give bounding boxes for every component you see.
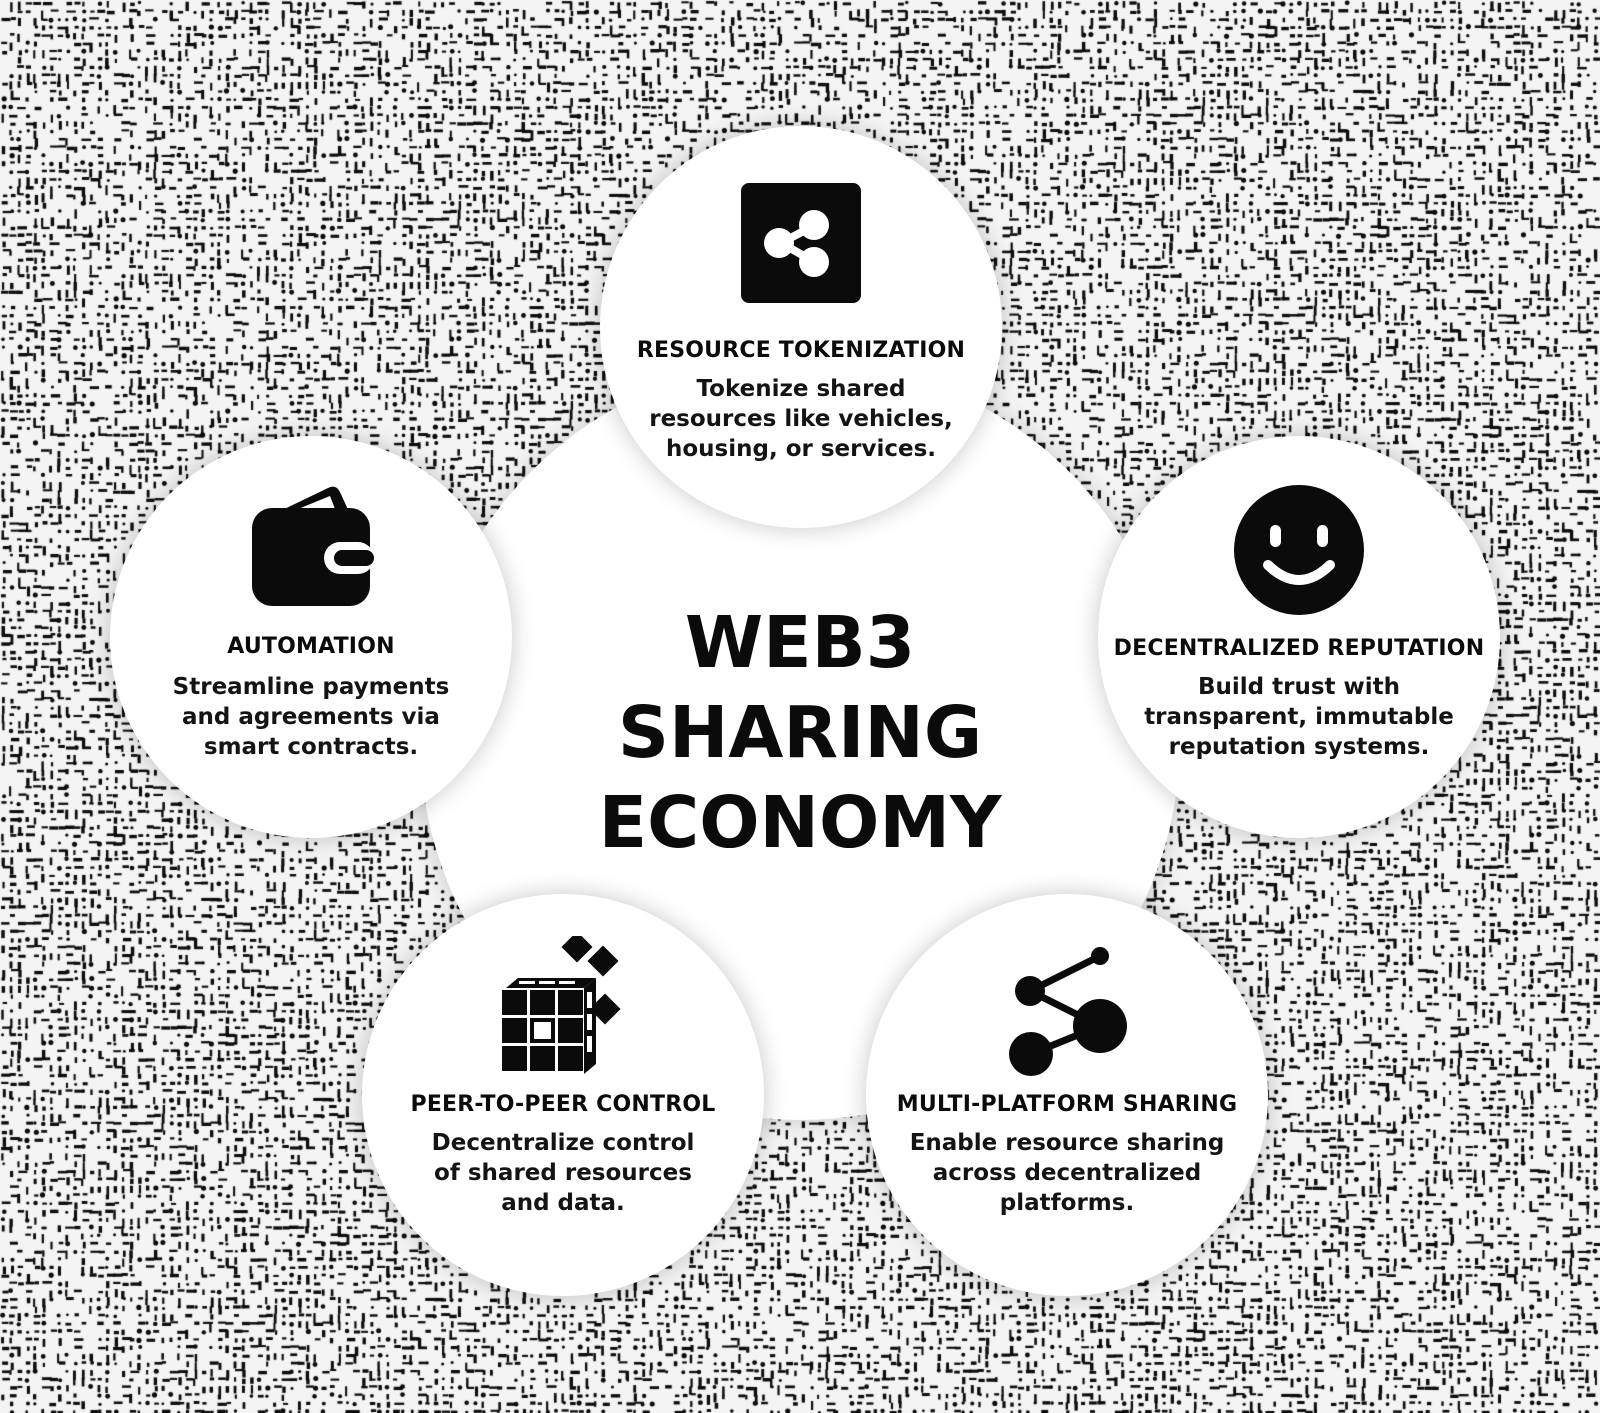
center-title-line-1: WEB3 <box>684 601 916 684</box>
desc-line: Decentralize control <box>431 1130 695 1156</box>
desc-line: smart contracts. <box>203 734 419 760</box>
center-title-line-3: ECONOMY <box>598 781 1002 864</box>
wallet-icon <box>252 486 374 606</box>
smiley-icon <box>1234 485 1364 615</box>
desc-line: platforms. <box>999 1190 1135 1216</box>
node-description: Decentralize control of shared resources… <box>403 1128 723 1218</box>
center-title: WEB3 SHARING ECONOMY <box>540 598 1060 868</box>
node-label: MULTI-PLATFORM SHARING <box>896 1092 1238 1117</box>
network-nodes-icon <box>1009 947 1127 1076</box>
desc-line: Tokenize shared <box>696 376 906 402</box>
desc-line: housing, or services. <box>665 436 937 462</box>
node-peer-to-peer-control: PEER-TO-PEER CONTROL Decentralize contro… <box>362 894 764 1296</box>
desc-line: Enable resource sharing <box>909 1130 1225 1156</box>
desc-line: reputation systems. <box>1168 734 1430 760</box>
desc-line: resources like vehicles, <box>649 406 953 432</box>
node-description: Streamline payments and agreements via s… <box>151 672 471 762</box>
center-title-line-2: SHARING <box>617 691 983 774</box>
desc-line: and agreements via <box>182 704 440 730</box>
node-automation: AUTOMATION Streamline payments and agree… <box>110 436 512 838</box>
node-label: AUTOMATION <box>227 634 395 659</box>
node-label: PEER-TO-PEER CONTROL <box>410 1092 716 1117</box>
share-square-icon <box>741 183 861 303</box>
node-description: Tokenize shared resources like vehicles,… <box>641 374 961 464</box>
desc-line: transparent, immutable <box>1144 704 1454 730</box>
desc-line: Build trust with <box>1197 674 1401 700</box>
node-decentralized-reputation: DECENTRALIZED REPUTATION Build trust wit… <box>1098 436 1500 838</box>
node-label: RESOURCE TOKENIZATION <box>636 338 966 363</box>
node-multi-platform-sharing: MULTI-PLATFORM SHARING Enable resource s… <box>866 894 1268 1296</box>
node-resource-tokenization: RESOURCE TOKENIZATION Tokenize shared re… <box>600 126 1002 528</box>
node-description: Enable resource sharing across decentral… <box>907 1128 1227 1218</box>
node-description: Build trust with transparent, immutable … <box>1139 672 1459 762</box>
desc-line: Streamline payments <box>172 674 450 700</box>
node-label: DECENTRALIZED REPUTATION <box>1113 636 1485 661</box>
desc-line: and data. <box>501 1190 625 1216</box>
desc-line: of shared resources <box>434 1160 692 1186</box>
desc-line: across decentralized <box>932 1160 1202 1186</box>
blocks-cube-icon <box>502 936 621 1074</box>
